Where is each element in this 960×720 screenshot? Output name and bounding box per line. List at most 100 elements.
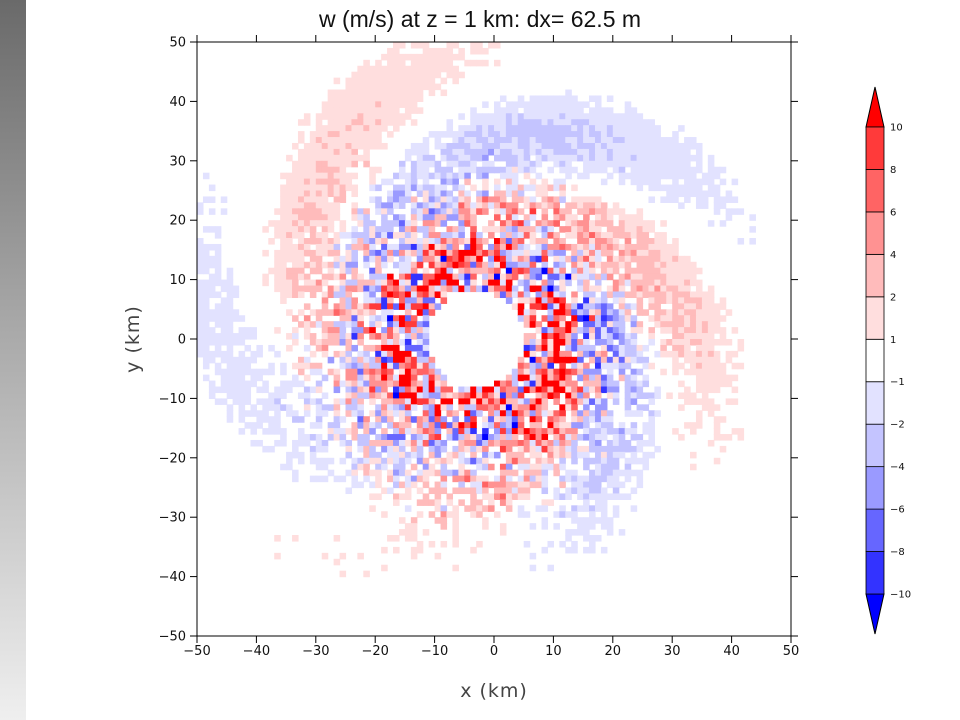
w-cell — [452, 160, 459, 168]
w-cell — [369, 101, 376, 108]
w-cell — [422, 255, 430, 263]
w-cell — [398, 196, 406, 203]
w-cell — [309, 238, 317, 245]
w-cell — [630, 137, 638, 144]
w-cell — [345, 279, 353, 287]
w-cell — [624, 154, 632, 162]
w-cell — [600, 499, 608, 506]
w-cell — [280, 208, 287, 215]
w-cell — [535, 457, 543, 465]
w-cell — [684, 321, 691, 328]
w-cell — [600, 202, 608, 209]
w-cell — [393, 327, 400, 334]
w-cell — [476, 398, 483, 405]
w-cell — [428, 279, 436, 287]
w-cell — [309, 386, 317, 394]
w-cell — [464, 487, 471, 495]
w-cell — [571, 434, 578, 441]
w-cell — [654, 445, 661, 453]
w-cell — [589, 517, 596, 524]
w-cell — [369, 249, 376, 257]
w-cell — [594, 451, 602, 459]
w-cell — [713, 202, 721, 209]
w-cell — [707, 439, 715, 447]
w-cell — [529, 523, 537, 530]
w-cell — [476, 457, 483, 465]
w-cell — [559, 309, 566, 316]
w-cell — [499, 273, 507, 281]
w-cell — [428, 71, 436, 79]
w-cell — [422, 190, 430, 198]
w-cell — [630, 398, 638, 405]
w-cell — [488, 267, 495, 275]
w-cell — [541, 398, 549, 405]
w-cell — [410, 261, 418, 269]
w-cell — [315, 119, 323, 126]
w-cell — [422, 166, 430, 174]
w-cell — [214, 339, 222, 346]
w-cell — [624, 119, 632, 126]
w-cell — [719, 220, 727, 227]
w-cell — [369, 439, 376, 447]
w-cell — [321, 220, 329, 227]
w-cell — [713, 428, 721, 435]
w-cell — [606, 249, 614, 257]
w-cell — [369, 279, 376, 287]
w-cell — [600, 457, 608, 465]
w-cell — [571, 315, 578, 322]
w-cell — [517, 131, 525, 138]
w-cell — [553, 422, 560, 429]
w-cell — [410, 291, 418, 299]
w-cell — [529, 178, 537, 186]
w-cell — [416, 309, 424, 316]
w-cell — [393, 303, 400, 310]
w-cell — [523, 214, 531, 221]
w-cell — [559, 184, 566, 192]
w-cell — [589, 535, 596, 542]
w-cell — [642, 232, 650, 239]
w-cell — [387, 434, 394, 441]
w-cell — [220, 368, 228, 376]
w-cell — [523, 475, 531, 483]
w-cell — [446, 208, 454, 215]
y-tick-label: −50 — [159, 630, 186, 645]
w-cell — [410, 101, 418, 108]
w-cell — [440, 540, 448, 548]
w-cell — [416, 261, 424, 269]
w-cell — [393, 95, 400, 102]
w-cell — [636, 184, 644, 192]
w-cell — [404, 309, 412, 316]
w-cell — [476, 267, 483, 275]
w-cell — [511, 232, 519, 239]
w-cell — [309, 190, 317, 198]
w-cell — [589, 511, 596, 518]
w-cell — [547, 148, 554, 156]
w-cell — [476, 113, 483, 120]
w-cell — [695, 267, 703, 275]
w-cell — [434, 428, 442, 435]
w-cell — [559, 380, 566, 388]
w-cell — [309, 434, 317, 441]
w-cell — [648, 243, 655, 251]
w-cell — [553, 291, 560, 299]
w-cell — [315, 321, 323, 328]
w-cell — [678, 297, 685, 304]
w-cell — [404, 172, 412, 180]
w-cell — [553, 451, 560, 459]
w-cell — [499, 166, 507, 174]
w-cell — [256, 422, 263, 429]
w-cell — [440, 273, 448, 281]
w-cell — [541, 333, 549, 340]
w-cell — [630, 232, 638, 239]
w-cell — [535, 154, 543, 162]
w-cell — [553, 238, 560, 245]
w-cell — [446, 392, 454, 399]
w-cell — [517, 463, 525, 471]
w-cell — [648, 392, 655, 399]
w-cell — [363, 463, 370, 471]
w-cell — [618, 232, 626, 239]
w-cell — [446, 148, 454, 156]
w-cell — [428, 202, 436, 209]
w-cell — [612, 232, 620, 239]
w-cell — [672, 297, 679, 304]
